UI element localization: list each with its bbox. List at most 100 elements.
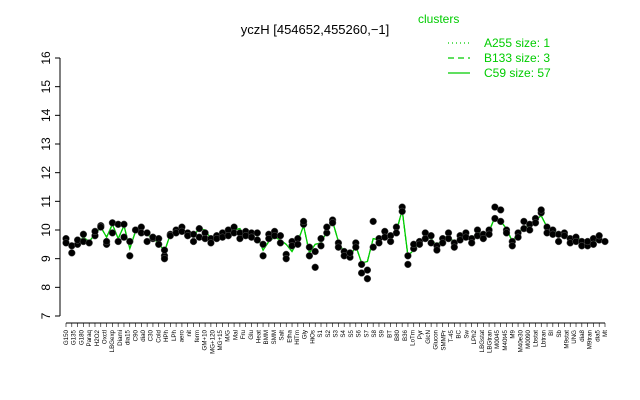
y-tick-label: 10: [39, 223, 53, 237]
data-point: [207, 239, 215, 247]
x-tick-label: Lbstat: [533, 330, 540, 347]
data-point: [468, 239, 476, 247]
data-point: [398, 207, 406, 216]
data-point: [444, 234, 453, 243]
x-tick-label: BC: [456, 329, 463, 338]
x-tick-label: M0045: [494, 329, 501, 348]
data-point: [276, 239, 285, 247]
data-point: [166, 232, 174, 240]
data-point: [497, 217, 505, 226]
data-point: [404, 260, 412, 269]
data-point: [195, 224, 203, 233]
x-tick-label: BI: [548, 330, 555, 336]
x-tick-label: M9: [510, 329, 517, 338]
data-point: [311, 247, 319, 256]
data-point: [433, 246, 441, 254]
data-point: [265, 234, 273, 243]
x-tick-label: Diami: [117, 330, 124, 346]
data-point: [427, 232, 435, 240]
y-tick-label: 15: [39, 80, 53, 94]
x-tick-label: Salt: [279, 330, 286, 341]
data-point: [456, 236, 464, 244]
x-tick-label: HiOs: [309, 330, 316, 344]
data-point: [531, 219, 540, 227]
data-point: [595, 232, 603, 240]
x-tick-label: M/G: [225, 330, 232, 342]
x-tick-label: Sw: [463, 329, 470, 338]
data-point: [485, 230, 493, 238]
x-tick-label: aero: [179, 329, 186, 342]
x-tick-label: S1: [317, 329, 324, 337]
x-tick-label: LBGtran: [487, 329, 494, 353]
data-point: [108, 229, 117, 237]
data-point: [224, 232, 232, 240]
data-point: [323, 223, 331, 231]
legend-title: clusters: [418, 12, 459, 26]
data-point: [497, 206, 505, 214]
y-tick-label: 8: [39, 284, 53, 291]
x-tick-label: S7: [363, 329, 370, 337]
data-point: [126, 237, 134, 246]
data-point: [114, 237, 122, 246]
data-point: [68, 249, 76, 257]
data-point: [143, 237, 151, 246]
data-point: [311, 263, 319, 271]
data-point: [439, 239, 447, 247]
data-point: [236, 234, 244, 243]
x-tick-label: LPh2: [471, 329, 478, 344]
y-tick-label: 16: [39, 51, 53, 65]
x-tick-label: HiTm: [294, 330, 301, 345]
x-tick-label: Oxctl: [102, 330, 109, 344]
data-point: [317, 242, 325, 250]
x-tick-label: Sb: [556, 329, 563, 337]
data-point: [189, 237, 198, 246]
x-tick-label: Etha: [286, 329, 293, 342]
x-tick-label: S4: [340, 329, 347, 337]
x-tick-label: G150: [63, 329, 70, 345]
chart-title: yczH [454652,455260,−1]: [241, 22, 390, 37]
data-point: [282, 255, 290, 263]
data-point: [334, 243, 343, 251]
y-tick-label: 11: [39, 195, 53, 208]
data-point: [259, 240, 267, 248]
y-tick-label: 12: [39, 166, 53, 180]
data-point: [85, 239, 93, 247]
data-point: [253, 229, 261, 237]
data-point: [479, 234, 487, 243]
data-point: [143, 229, 151, 237]
data-point: [346, 249, 354, 257]
data-point: [299, 217, 308, 226]
x-tick-label: LBGexp: [109, 329, 116, 352]
data-point: [514, 233, 522, 241]
x-tick-label: C90: [132, 329, 139, 341]
data-point: [160, 246, 169, 254]
x-tick-label: G135: [71, 329, 78, 345]
y-tick-label: 7: [39, 312, 53, 319]
data-point: [131, 226, 140, 234]
x-tick-label: Lbtran: [540, 329, 547, 347]
data-point: [120, 233, 128, 241]
data-point: [294, 240, 302, 248]
data-point: [328, 219, 337, 227]
data-point: [305, 252, 314, 260]
x-axis: G150 G135 G180 Paraq H2O2 Oxctl LBGexp Diami dia…: [63, 322, 609, 354]
data-point: [276, 232, 285, 240]
data-point: [357, 269, 366, 277]
x-tick-label: Pyr: [417, 330, 424, 339]
x-tick-label: dia8: [579, 329, 586, 341]
data-point: [126, 252, 134, 260]
data-point: [589, 240, 598, 248]
y-tick-label: 14: [39, 108, 53, 122]
x-tick-label: T-45: [448, 329, 455, 342]
x-tick-label: dia15: [125, 329, 132, 345]
x-tick-label: GM+10: [202, 329, 209, 350]
x-tick-label: S9: [379, 329, 386, 337]
data-point: [79, 230, 88, 238]
x-tick-label: SMM: [271, 330, 278, 344]
x-tick-label: S5: [348, 329, 355, 337]
data-point: [427, 239, 435, 247]
x-tick-label: nit: [186, 330, 193, 337]
data-point: [247, 233, 256, 241]
data-point: [352, 243, 360, 251]
